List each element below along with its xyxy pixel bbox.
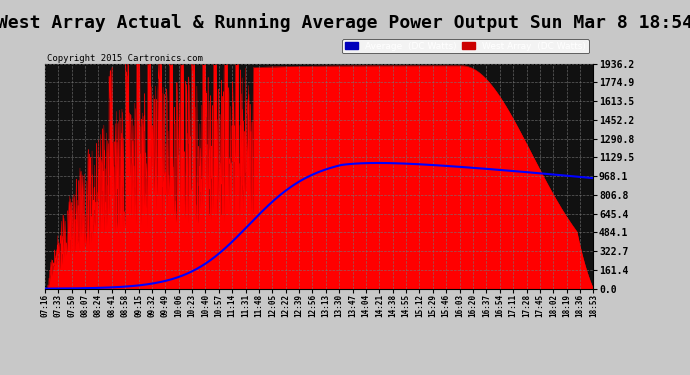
Legend: Average  (DC Watts), West Array  (DC Watts): Average (DC Watts), West Array (DC Watts…: [342, 39, 589, 53]
Text: Copyright 2015 Cartronics.com: Copyright 2015 Cartronics.com: [47, 54, 203, 63]
Text: West Array Actual & Running Average Power Output Sun Mar 8 18:54: West Array Actual & Running Average Powe…: [0, 13, 690, 32]
